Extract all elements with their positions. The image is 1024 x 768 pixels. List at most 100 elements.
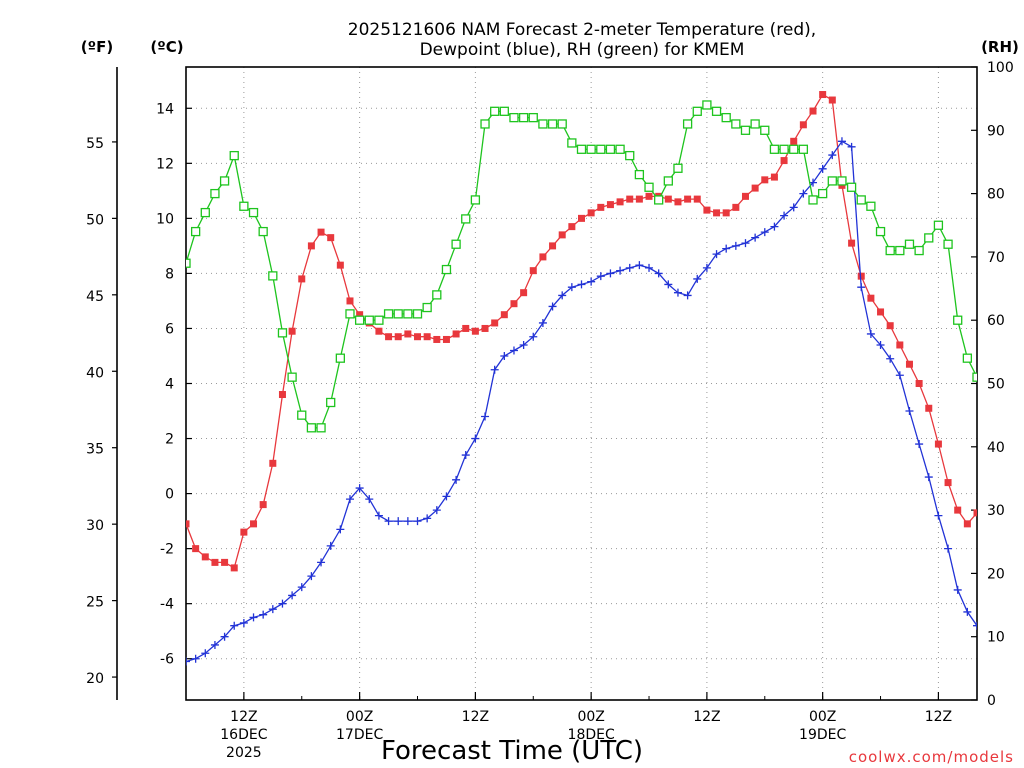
rh-tick-label: 60 bbox=[987, 313, 1005, 329]
temperature-point bbox=[404, 330, 412, 338]
rh-series bbox=[186, 100, 977, 433]
dewpoint-point bbox=[461, 451, 470, 460]
dewpoint-point bbox=[577, 280, 586, 289]
chart-title: 2025121606 NAM Forecast 2-meter Temperat… bbox=[348, 20, 816, 40]
temperature-point bbox=[471, 327, 479, 335]
rh-point bbox=[470, 195, 481, 205]
dewpoint-point bbox=[519, 340, 528, 349]
temperature-point bbox=[356, 311, 364, 319]
temperature-point bbox=[886, 322, 894, 330]
dewpoint-point bbox=[702, 263, 711, 272]
dewpoint-point bbox=[336, 525, 345, 534]
rh-point bbox=[846, 182, 857, 192]
temperature-point bbox=[857, 272, 865, 280]
dewpoint-point bbox=[857, 283, 866, 292]
rh-point bbox=[779, 144, 789, 154]
dewpoint-point bbox=[915, 440, 924, 449]
rh-point bbox=[335, 353, 345, 363]
dewpoint-point bbox=[442, 492, 451, 501]
x-tick-label: 12Z bbox=[693, 709, 720, 725]
rh-tick-label: 100 bbox=[987, 60, 1014, 76]
dewpoint-point bbox=[452, 475, 461, 484]
temperature-point bbox=[693, 195, 701, 203]
temperature-point bbox=[954, 506, 962, 514]
dewpoint-point bbox=[770, 222, 779, 231]
dewpoint-point bbox=[471, 434, 480, 443]
dewpoint-point bbox=[297, 583, 306, 592]
celsius-tick-label: -4 bbox=[160, 597, 174, 613]
temperature-point bbox=[819, 91, 827, 99]
dewpoint-point bbox=[616, 266, 625, 275]
rh-point bbox=[499, 106, 509, 116]
rh-point bbox=[403, 309, 413, 319]
grid-lines bbox=[186, 67, 977, 700]
dewpoint-point bbox=[664, 280, 673, 289]
temperature-point bbox=[761, 176, 769, 184]
rh-point bbox=[374, 315, 384, 325]
dewpoint-point bbox=[239, 618, 248, 627]
rh-point bbox=[972, 372, 977, 382]
series-layer bbox=[0, 91, 977, 666]
temperature-point bbox=[278, 391, 286, 399]
x-tick-label: 12Z bbox=[925, 709, 952, 725]
rh-point bbox=[654, 195, 664, 205]
rh-point bbox=[186, 258, 191, 268]
rh-point bbox=[422, 302, 432, 313]
dewpoint-point bbox=[186, 657, 190, 666]
temperature-point bbox=[0, 383, 7, 390]
temperature-point bbox=[250, 520, 258, 528]
dewpoint-point bbox=[741, 239, 750, 248]
rh-point bbox=[383, 309, 394, 319]
temperature-point bbox=[770, 173, 778, 181]
rh-point bbox=[480, 119, 490, 129]
rh-tick-label: 80 bbox=[987, 187, 1005, 203]
dewpoint-point bbox=[828, 151, 837, 160]
dewpoint-point bbox=[953, 585, 962, 594]
dewpoint-point bbox=[895, 371, 904, 380]
dewpoint-point bbox=[587, 277, 596, 286]
temperature-point bbox=[336, 261, 344, 269]
x-tick-label: 19DEC bbox=[799, 727, 846, 743]
temperature-point bbox=[578, 214, 585, 222]
temperature-point bbox=[462, 324, 470, 332]
temperature-point bbox=[973, 509, 977, 517]
temperature-point bbox=[510, 300, 518, 308]
fahrenheit-unit-label: (ºF) bbox=[81, 38, 113, 56]
celsius-tick-label: 8 bbox=[165, 266, 174, 282]
temperature-point bbox=[500, 311, 508, 319]
rh-point bbox=[808, 195, 818, 205]
temperature-point bbox=[433, 335, 441, 343]
rh-point bbox=[702, 100, 712, 110]
temperature-point bbox=[520, 289, 528, 297]
dewpoint-point bbox=[413, 517, 422, 526]
fahrenheit-tick-label: 45 bbox=[86, 289, 104, 305]
dewpoint-point bbox=[230, 621, 239, 630]
temperature-point bbox=[491, 319, 499, 327]
rh-point bbox=[557, 119, 567, 129]
dewpoint-point bbox=[596, 272, 605, 281]
dewpoint-point bbox=[635, 261, 644, 270]
watermark: coolwx.com/models bbox=[849, 748, 1014, 766]
celsius-tick-label: 12 bbox=[156, 156, 174, 172]
x-tick-label: 16DEC bbox=[220, 727, 267, 743]
dewpoint-point bbox=[625, 263, 634, 272]
temperature-point bbox=[317, 228, 325, 236]
temperature-point bbox=[905, 360, 913, 368]
dewpoint-point bbox=[876, 340, 885, 349]
temperature-point bbox=[877, 308, 885, 316]
temperature-point bbox=[799, 121, 807, 129]
temperature-point bbox=[0, 443, 7, 450]
dewpoint-series bbox=[186, 137, 977, 666]
rh-point bbox=[924, 233, 934, 243]
rh-point bbox=[509, 112, 519, 123]
temperature-point bbox=[346, 297, 354, 305]
temperature-point bbox=[186, 520, 190, 528]
temperature-point bbox=[201, 553, 209, 561]
temperature-point bbox=[259, 501, 267, 509]
temperature-point bbox=[848, 239, 856, 247]
rh-tick-label: 70 bbox=[987, 250, 1005, 266]
temperature-point bbox=[616, 198, 624, 206]
temperature-point bbox=[626, 195, 634, 203]
rh-point bbox=[856, 195, 866, 205]
dewpoint-point bbox=[374, 511, 383, 520]
